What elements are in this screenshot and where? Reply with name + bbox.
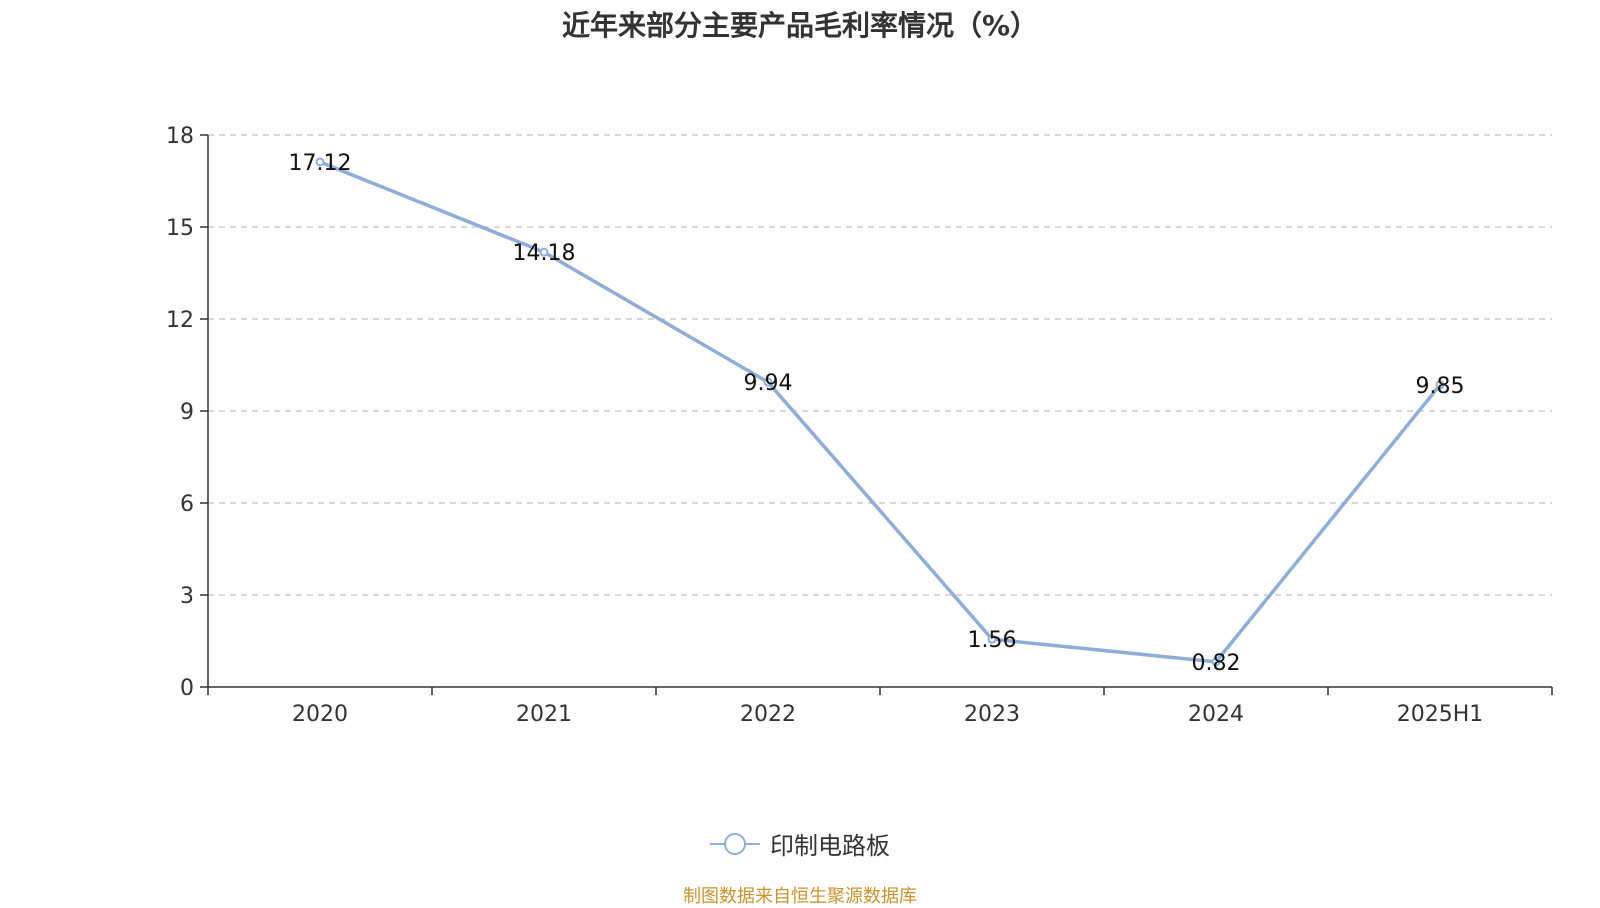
data-label-2021: 14.18 xyxy=(513,241,576,266)
x-tick-label-2025H1: 2025H1 xyxy=(1397,702,1484,727)
data-point-2024 xyxy=(1211,657,1221,667)
data-point-2022 xyxy=(763,377,773,387)
x-tick-label-2021: 2021 xyxy=(516,702,572,727)
y-tick-label-18: 18 xyxy=(166,124,194,149)
data-point-2021 xyxy=(539,247,549,257)
gridlines xyxy=(208,134,1552,596)
y-tick-label-9: 9 xyxy=(180,400,194,425)
data-label-2024: 0.82 xyxy=(1192,651,1241,676)
data-point-2020 xyxy=(315,157,325,167)
legend-label-series: 印制电路板 xyxy=(770,832,890,860)
x-tick-label-2020: 2020 xyxy=(292,702,348,727)
source-note: 制图数据来自恒生聚源数据库 xyxy=(683,886,917,907)
x-tick-label-2022: 2022 xyxy=(740,702,796,727)
data-label-2023: 1.56 xyxy=(968,628,1017,653)
y-tick-label-6: 6 xyxy=(180,492,194,517)
legend-line-circle-icon xyxy=(710,832,760,855)
data-label-2020: 17.12 xyxy=(289,151,352,176)
data-point-2025H1 xyxy=(1435,380,1445,390)
data-labels: 17.12 14.18 9.94 1.56 0.82 9.85 xyxy=(289,151,1465,676)
legend[interactable]: 印制电路板 xyxy=(0,826,1600,861)
y-tick-label-15: 15 xyxy=(166,216,194,241)
axes: 0 3 6 9 12 15 18 2020 2021 2022 2023 2024 2025H1 xyxy=(166,124,1553,727)
x-tick-label-2023: 2023 xyxy=(964,702,1020,727)
y-tick-label-0: 0 xyxy=(180,676,194,701)
y-tick-label-3: 3 xyxy=(180,584,194,609)
data-label-2025H1: 9.85 xyxy=(1416,374,1465,399)
data-point-2023 xyxy=(987,634,997,644)
x-tick-label-2024: 2024 xyxy=(1188,702,1244,727)
series-line-0 xyxy=(318,160,1442,664)
chart-title: 近年来部分主要产品毛利率情况（%） xyxy=(561,9,1039,42)
data-label-2022: 9.94 xyxy=(744,371,793,396)
series-layer xyxy=(315,157,1445,667)
y-tick-label-12: 12 xyxy=(166,308,194,333)
